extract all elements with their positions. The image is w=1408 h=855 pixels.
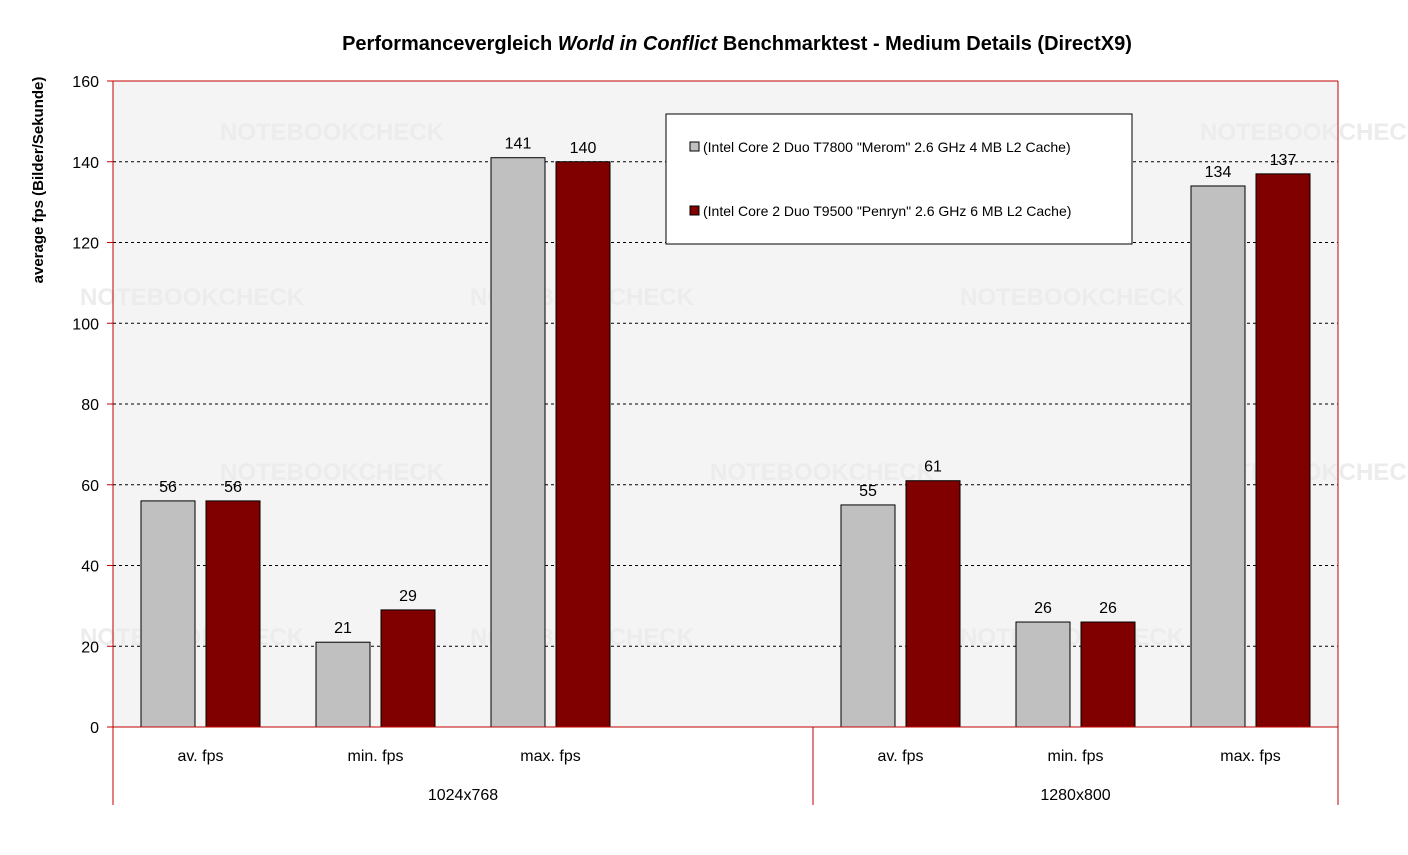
- data-label: 55: [859, 483, 877, 500]
- chart-title-part: World in Conflict: [558, 33, 719, 55]
- y-tick-label: 80: [81, 397, 99, 414]
- data-label: 26: [1034, 600, 1052, 617]
- bar: [140, 500, 196, 728]
- x-tick-label: max. fps: [1220, 748, 1280, 765]
- legend: (Intel Core 2 Duo T7800 "Merom" 2.6 GHz …: [665, 113, 1133, 245]
- data-labels: 56 56 21 29 141 140 55 61 26 26 134 137: [159, 136, 1296, 638]
- bar: [1255, 173, 1311, 728]
- bar: [315, 641, 371, 728]
- bar: [205, 500, 261, 728]
- watermark-text: NOTEBOOKCHECK: [1200, 119, 1408, 146]
- bar: [1190, 185, 1246, 728]
- data-label: 56: [159, 479, 177, 496]
- bar: [1080, 621, 1136, 728]
- x-tick-label: max. fps: [520, 748, 580, 765]
- x-group-label: 1024x768: [428, 787, 498, 804]
- watermark-text: NOTEBOOKCHECK: [220, 459, 445, 486]
- bar: [490, 157, 546, 728]
- data-label: 26: [1099, 600, 1117, 617]
- bar: [905, 480, 961, 728]
- y-axis-label: average fps (Bilder/Sekunde): [30, 77, 47, 284]
- legend-swatch: [689, 205, 700, 216]
- x-category-labels: av. fps min. fps max. fps av. fps min. fps ma…: [178, 748, 1281, 804]
- legend-box: [665, 113, 1133, 245]
- watermark-text: NOTEBOOKCHECK: [960, 284, 1185, 311]
- y-tick-label: 60: [81, 478, 99, 495]
- watermark-text: NOTEBOOKCHECK: [220, 119, 445, 146]
- bar: [555, 161, 611, 728]
- x-tick-label: av. fps: [178, 748, 224, 765]
- data-label: 29: [399, 588, 417, 605]
- data-label: 61: [924, 459, 942, 476]
- chart-title-part: Benchmarktest - Medium Details (DirectX9…: [717, 33, 1132, 55]
- data-label: 137: [1270, 152, 1297, 169]
- data-label: 21: [334, 620, 352, 637]
- x-tick-label: min. fps: [1047, 748, 1103, 765]
- axes: [107, 80, 1339, 805]
- x-group-label: 1280x800: [1040, 787, 1110, 804]
- y-tick-label: 120: [72, 236, 99, 253]
- data-label: 56: [224, 479, 242, 496]
- data-label: 140: [570, 140, 597, 157]
- chart-title: Performancevergleich World in Conflict B…: [342, 33, 1132, 55]
- y-tick-label: 40: [81, 559, 99, 576]
- legend-label: (Intel Core 2 Duo T9500 "Penryn" 2.6 GHz…: [703, 203, 1071, 219]
- chart-title-part: Performancevergleich: [342, 33, 558, 55]
- watermark-text: NOTEBOOKCHECK: [710, 459, 935, 486]
- y-tick-label: 160: [72, 74, 99, 91]
- legend-swatch: [689, 141, 700, 152]
- data-label: 134: [1205, 164, 1232, 181]
- x-tick-label: min. fps: [347, 748, 403, 765]
- y-tick-label: 140: [72, 155, 99, 172]
- bars: [140, 157, 1311, 728]
- x-tick-label: av. fps: [878, 748, 924, 765]
- data-label: 141: [505, 136, 532, 153]
- bar: [1015, 621, 1071, 728]
- y-tick-label: 0: [90, 720, 99, 737]
- y-tick-labels: 0 20 40 60 80 100 120 140 160: [72, 74, 99, 737]
- y-tick-label: 20: [81, 639, 99, 656]
- bar: [840, 504, 896, 728]
- watermark-text: NOTEBOOKCHECK: [80, 284, 305, 311]
- y-tick-label: 100: [72, 316, 99, 333]
- legend-label: (Intel Core 2 Duo T7800 "Merom" 2.6 GHz …: [703, 139, 1071, 155]
- bar: [380, 609, 436, 728]
- watermark-text: NOTEBOOKCHECK: [960, 624, 1185, 651]
